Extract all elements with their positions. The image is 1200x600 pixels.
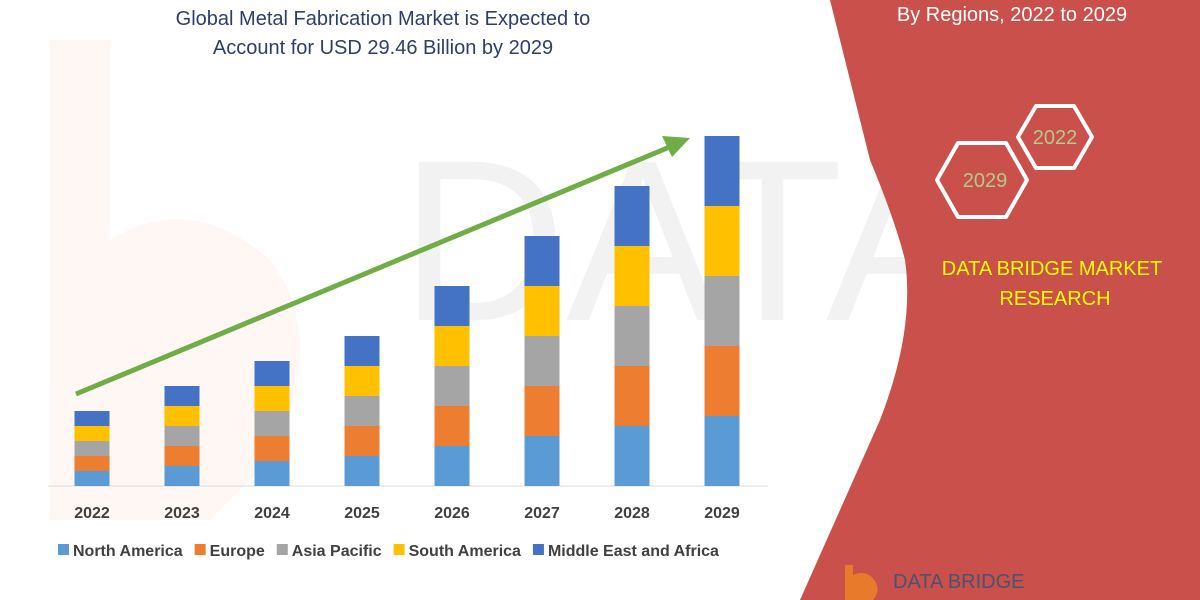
bar-segment-2024-south-america: [254, 386, 290, 411]
legend-swatch: [194, 544, 206, 555]
bar-segment-2025-asia-pacific: [344, 396, 380, 426]
x-tick-label: 2022: [74, 505, 110, 522]
x-tick-label: 2024: [254, 505, 290, 522]
bar-segment-2026-middle-east-and-africa: [434, 286, 470, 326]
x-ticks: 2022 2023 2024 2025 2026 2027 2028 2029: [74, 505, 740, 522]
bar-segment-2029-north-america: [704, 416, 740, 486]
brand-line-1: DATA BRIDGE MARKET: [942, 258, 1162, 280]
bar-segment-2025-europe: [344, 426, 380, 456]
bar-segment-2024-europe: [254, 436, 290, 461]
bar-segment-2029-south-america: [704, 206, 740, 276]
legend: North America Europe Asia Pacific South Ame…: [58, 543, 719, 560]
bar-segment-2029-middle-east-and-africa: [704, 136, 740, 206]
brand-line-2: RESEARCH: [999, 288, 1110, 310]
legend-label: Middle East and Africa: [548, 543, 719, 560]
bar-segment-2024-asia-pacific: [254, 411, 290, 436]
bar-segment-2027-asia-pacific: [524, 336, 560, 386]
bar-segment-2024-middle-east-and-africa: [254, 361, 290, 386]
bar-segment-2025-north-america: [344, 456, 380, 486]
bar-segment-2027-middle-east-and-africa: [524, 236, 560, 286]
bar-segment-2023-south-america: [164, 406, 200, 426]
bar-segment-2027-europe: [524, 386, 560, 436]
legend-swatch: [58, 544, 69, 555]
bar-segment-2026-north-america: [434, 446, 470, 486]
side-panel: [800, 0, 1200, 600]
trend-arrow: [75, 136, 690, 397]
bar-segment-2022-asia-pacific: [74, 441, 110, 456]
legend-swatch: [532, 544, 544, 555]
bar-segment-2026-asia-pacific: [434, 366, 470, 406]
bar-segment-2022-middle-east-and-africa: [74, 411, 110, 426]
bar-segment-2028-europe: [614, 366, 650, 426]
legend-label: Asia Pacific: [292, 543, 382, 560]
bar-segment-2028-south-america: [614, 246, 650, 306]
hexagon-2022: 2022: [1016, 104, 1094, 170]
bar-segment-2027-north-america: [524, 436, 560, 486]
bars: [74, 136, 740, 486]
bar-segment-2027-south-america: [524, 286, 560, 336]
legend-label: South America: [409, 543, 521, 560]
legend-swatch: [393, 544, 405, 555]
bar-segment-2023-north-america: [164, 466, 200, 486]
bar-segment-2023-europe: [164, 446, 200, 466]
legend-item: Asia Pacific: [276, 543, 382, 560]
bar-segment-2026-south-america: [434, 326, 470, 366]
bar-segment-2024-north-america: [254, 461, 290, 486]
hex-label-2022: 2022: [1033, 127, 1078, 149]
bar-segment-2025-south-america: [344, 366, 380, 396]
legend-label: North America: [73, 543, 183, 560]
legend-item: South America: [393, 543, 521, 560]
legend-item: Middle East and Africa: [532, 543, 719, 560]
x-tick-label: 2029: [704, 505, 740, 522]
x-tick-label: 2023: [164, 505, 200, 522]
legend-swatch: [276, 544, 288, 555]
bar-segment-2022-south-america: [74, 426, 110, 441]
x-tick-label: 2028: [614, 505, 650, 522]
x-tick-label: 2026: [434, 505, 470, 522]
legend-label: Europe: [210, 543, 265, 560]
x-tick-label: 2027: [524, 505, 560, 522]
side-subtitle: By Regions, 2022 to 2029: [897, 4, 1127, 26]
logo: DATA BRIDGE: [845, 565, 1025, 600]
bar-segment-2025-middle-east-and-africa: [344, 336, 380, 366]
bar-segment-2028-north-america: [614, 426, 650, 486]
bar-segment-2023-middle-east-and-africa: [164, 386, 200, 406]
hexagon-2029: 2029: [935, 141, 1029, 219]
x-tick-label: 2025: [344, 505, 380, 522]
bar-segment-2029-europe: [704, 346, 740, 416]
bar-segment-2028-middle-east-and-africa: [614, 186, 650, 246]
bar-segment-2023-asia-pacific: [164, 426, 200, 446]
bar-segment-2022-north-america: [74, 471, 110, 486]
chart-title-line-1: Global Metal Fabrication Market is Expec…: [176, 8, 591, 30]
bar-segment-2029-asia-pacific: [704, 276, 740, 346]
logo-text: DATA BRIDGE: [893, 571, 1025, 593]
chart-title-line-2: Account for USD 29.46 Billion by 2029: [213, 37, 553, 59]
bar-segment-2022-europe: [74, 456, 110, 471]
legend-item: North America: [58, 543, 183, 560]
bar-segment-2026-europe: [434, 406, 470, 446]
legend-item: Europe: [194, 543, 265, 560]
hex-label-2029: 2029: [963, 170, 1008, 192]
bar-segment-2028-asia-pacific: [614, 306, 650, 366]
